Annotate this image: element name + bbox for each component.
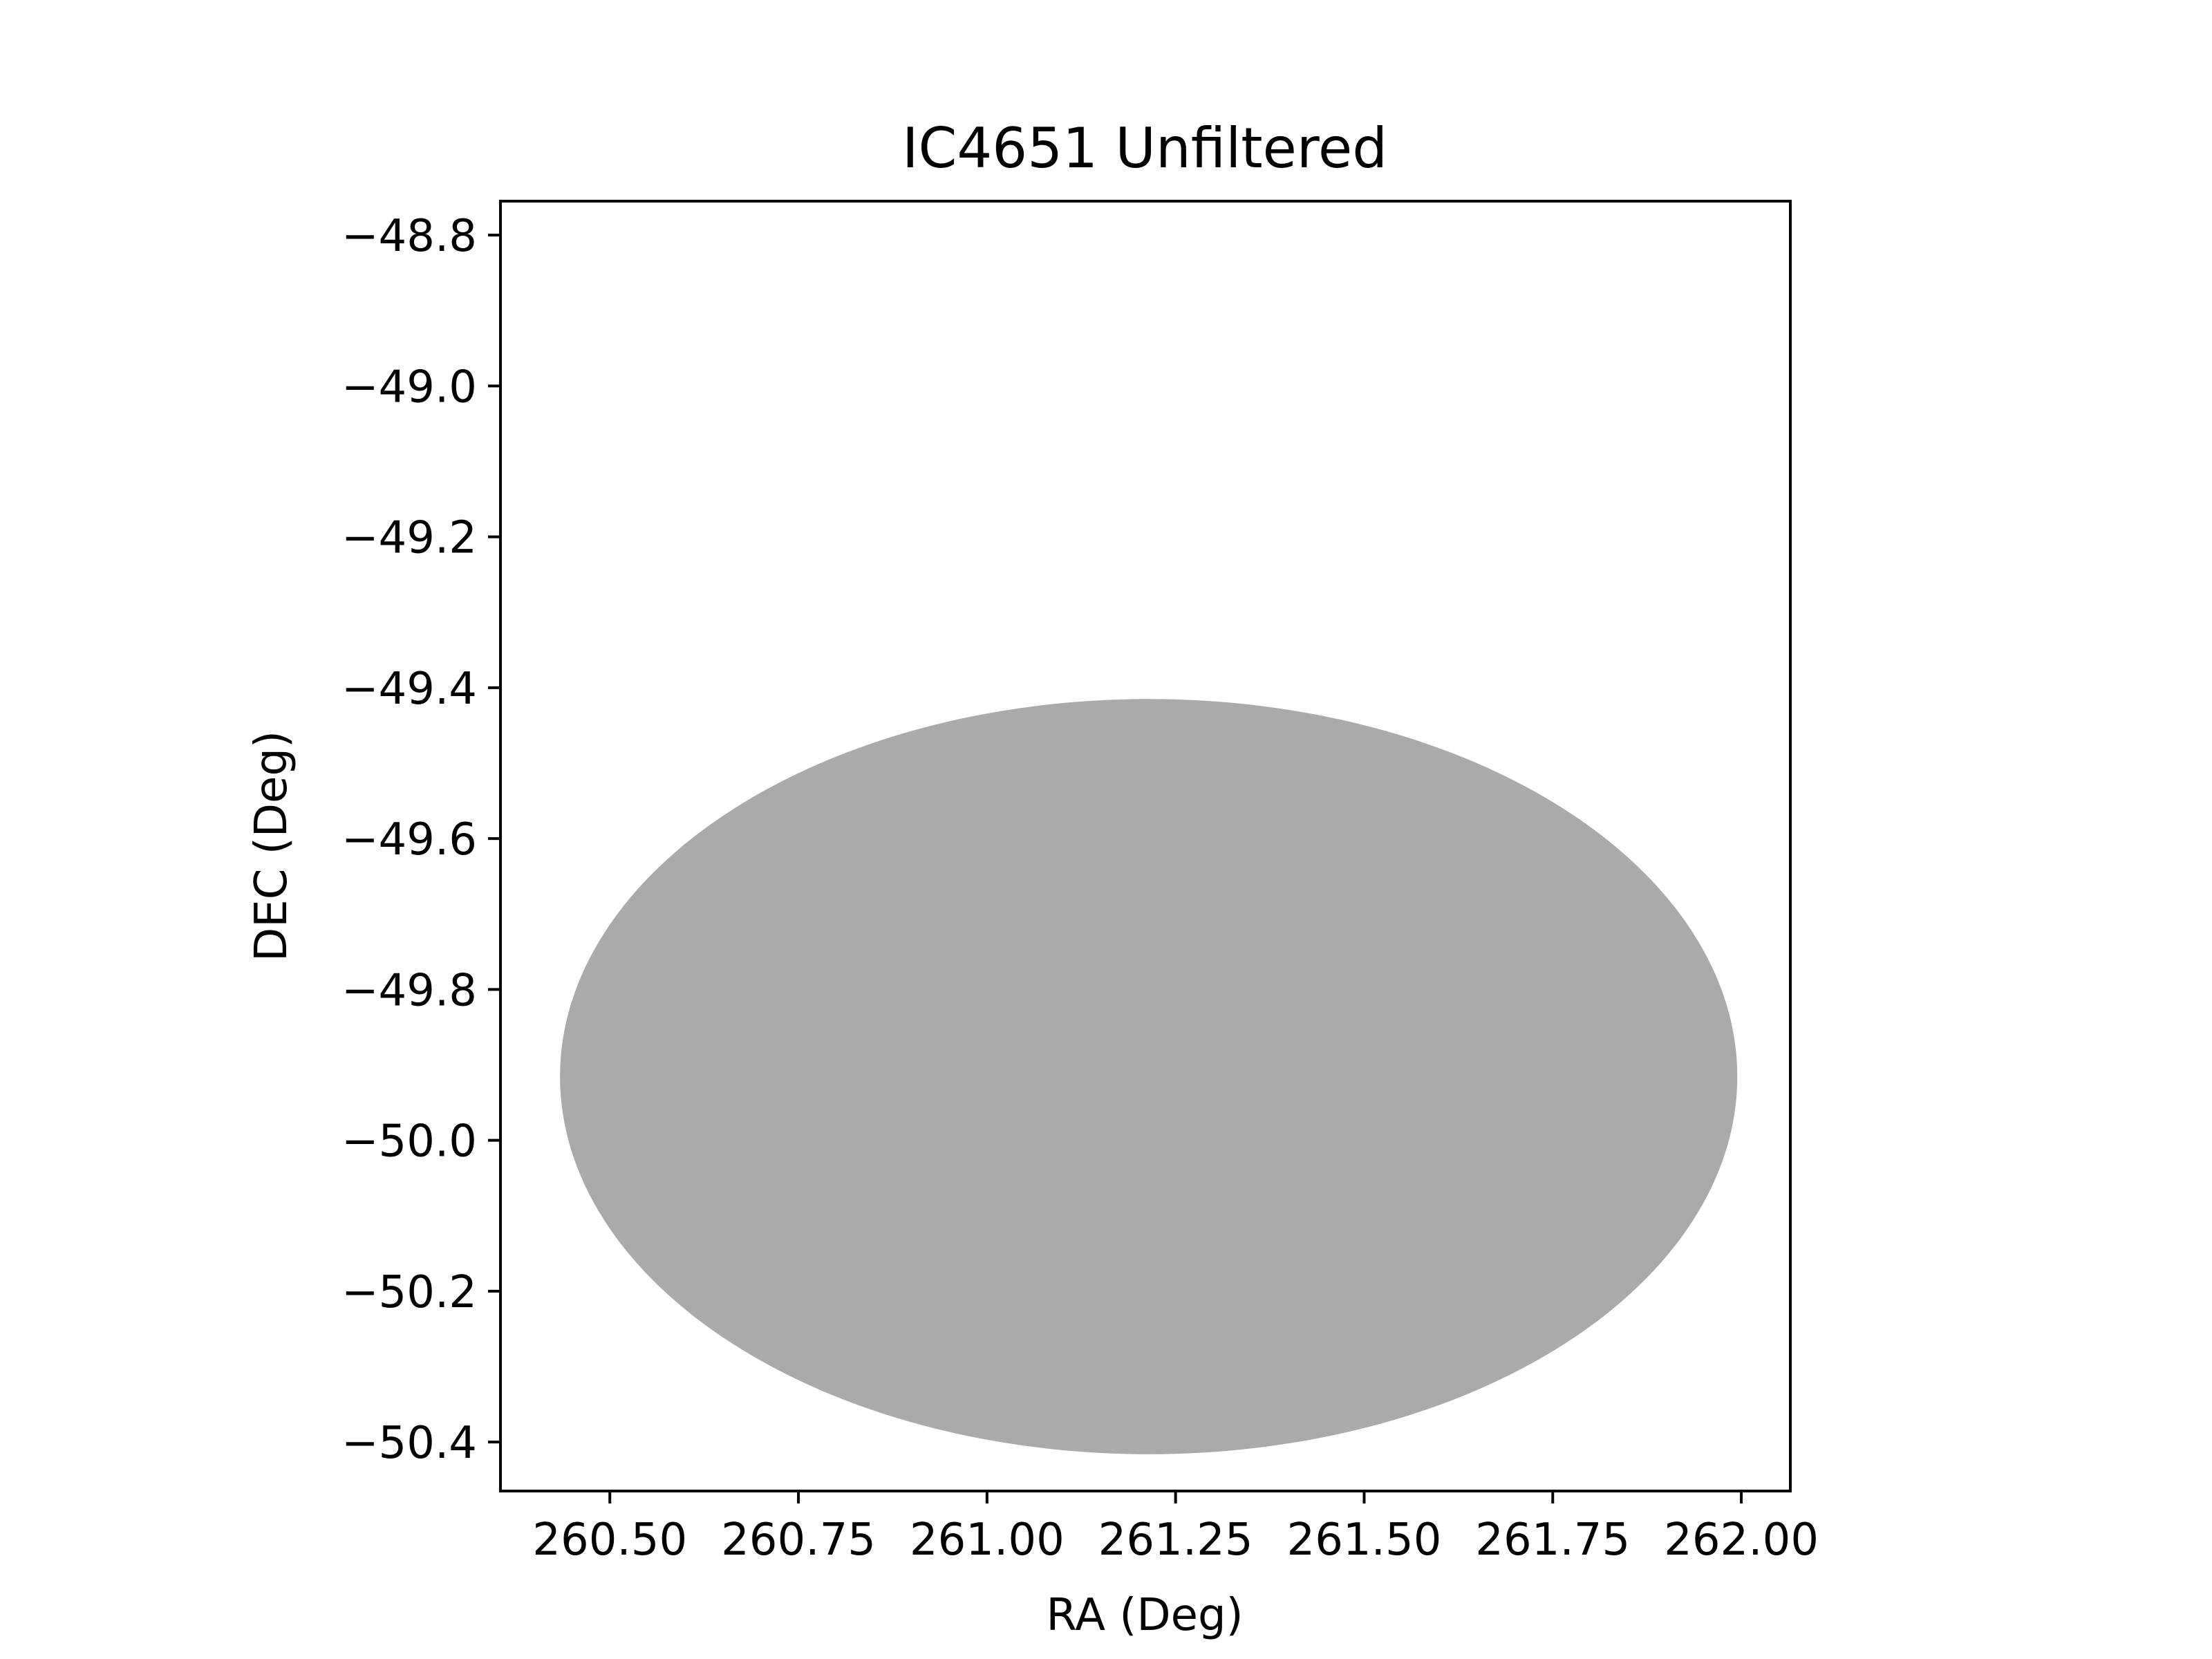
y-tick-label: −49.8 [341, 965, 477, 1016]
x-tick-label: 262.00 [1664, 1515, 1819, 1566]
y-tick-label: −49.6 [341, 814, 477, 865]
plot-frame [499, 200, 1792, 1492]
data-points-region [560, 699, 1738, 1454]
plot-area [499, 200, 1792, 1492]
y-tick-label: −50.4 [341, 1418, 477, 1469]
y-tick-label: −49.2 [341, 513, 477, 564]
x-tick-label: 261.25 [1098, 1515, 1253, 1566]
chart-title: IC4651 Unfiltered [902, 116, 1387, 180]
y-tick-label: −50.0 [341, 1116, 477, 1168]
y-axis: −48.8 −49.0 −49.2 −49.4 −49.6 −49.8 −50.0 −50.2… [341, 211, 500, 1469]
y-tick-label: −50.2 [341, 1267, 477, 1318]
y-tick-label: −48.8 [341, 211, 477, 262]
x-tick-label: 260.50 [532, 1515, 687, 1566]
x-tick-label: 260.75 [721, 1515, 876, 1566]
y-axis-label: DEC (Deg) [246, 731, 297, 962]
x-axis: 260.50 260.75 261.00 261.25 261.50 261.75 262.… [532, 1491, 1819, 1566]
x-axis-label: RA (Deg) [1046, 1590, 1243, 1641]
y-tick-label: −49.4 [341, 664, 477, 715]
x-tick-label: 261.50 [1286, 1515, 1441, 1566]
y-tick-label: −49.0 [341, 362, 477, 413]
x-tick-label: 261.75 [1475, 1515, 1630, 1566]
x-tick-label: 261.00 [910, 1515, 1065, 1566]
